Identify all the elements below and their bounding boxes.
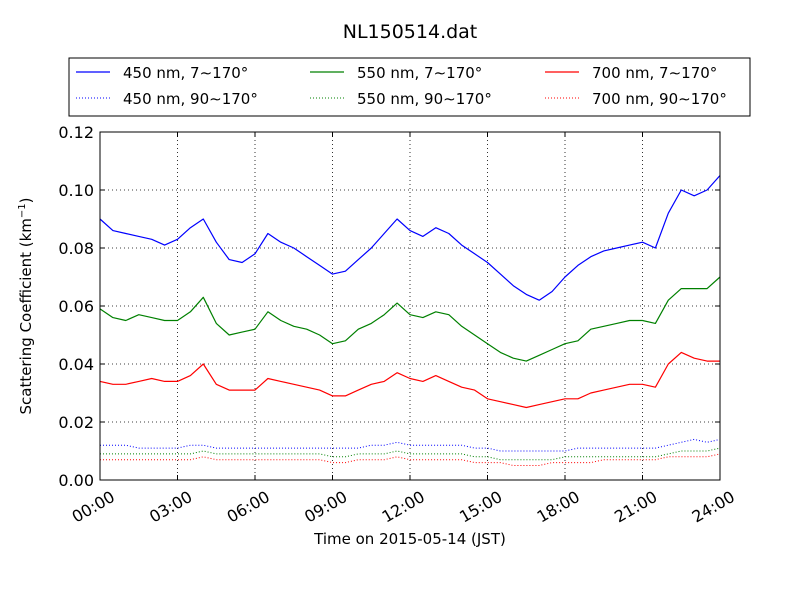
series-line-5: [100, 453, 721, 466]
x-axis-label: Time on 2015-05-14 (JST): [313, 530, 506, 548]
y-axis-label-exponent: −1: [17, 203, 28, 218]
y-tick-label: 0.08: [58, 239, 94, 258]
legend-label-5: 700 nm, 90∼170°: [592, 90, 727, 108]
y-tick-label: 0.02: [58, 413, 94, 432]
y-tick-label: 0.12: [58, 123, 94, 142]
series-line-4: [100, 447, 721, 461]
legend-label-1: 550 nm, 7∼170°: [357, 64, 482, 82]
legend-label-3: 450 nm, 90∼170°: [123, 90, 258, 108]
chart-title: NL150514.dat: [343, 21, 478, 43]
plot-area: [99, 131, 721, 481]
y-axis-label-main: Scattering Coefficient (km: [17, 218, 35, 414]
legend-label-0: 450 nm, 7∼170°: [123, 64, 248, 82]
legend-label-2: 700 nm, 7∼170°: [592, 64, 717, 82]
y-tick-label: 0.10: [58, 181, 94, 200]
y-axis-label: Scattering Coefficient (km−1): [17, 197, 35, 414]
y-tick-label: 0.04: [58, 355, 94, 374]
legend: 450 nm, 7∼170° 550 nm, 7∼170° 700 nm, 7∼17…: [68, 57, 751, 117]
series-line-2: [99, 351, 720, 409]
legend-frame: [68, 57, 751, 117]
series-line-1: [99, 276, 721, 362]
legend-label-4: 550 nm, 90∼170°: [357, 90, 492, 108]
y-tick-label: 0.06: [58, 297, 94, 316]
series-line-0: [99, 175, 721, 301]
series-line-3: [100, 438, 721, 452]
y-tick-label: 0.00: [58, 471, 94, 490]
y-axis-label-close: ): [17, 197, 35, 203]
